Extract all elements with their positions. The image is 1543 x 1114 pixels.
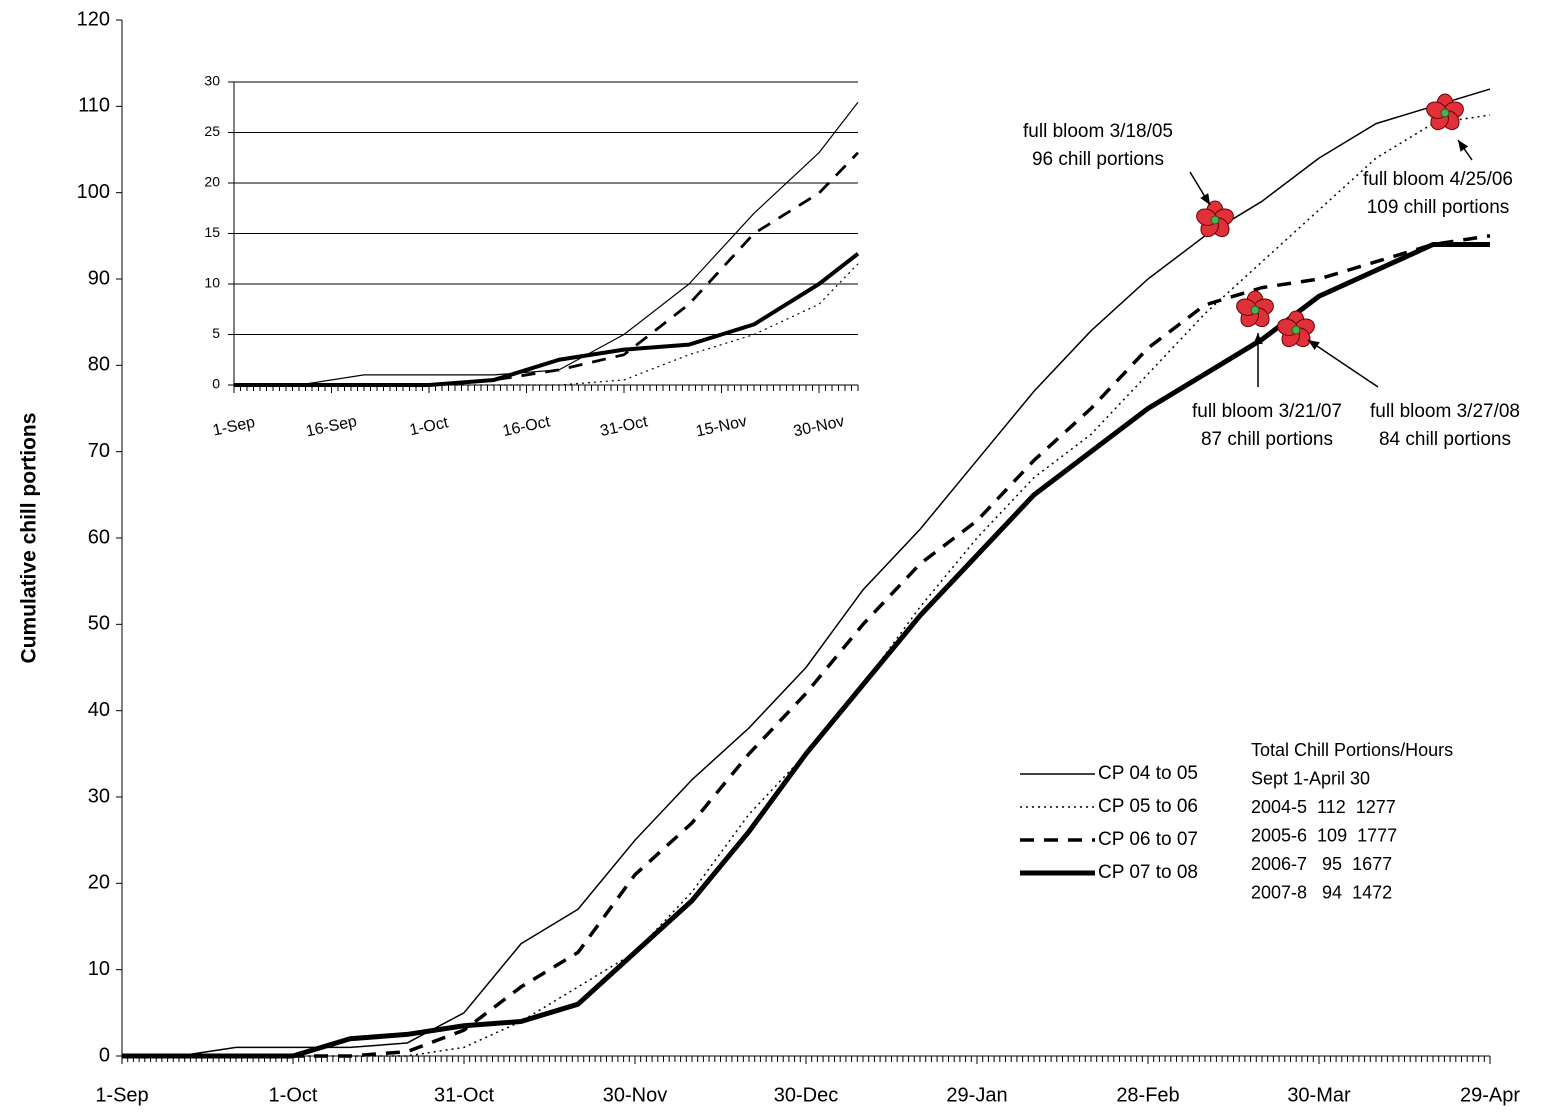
x-tick-label: 30-Nov: [603, 1084, 667, 1106]
x-tick-label: 30-Dec: [774, 1084, 838, 1106]
flower: [1236, 290, 1274, 328]
annotation: full bloom 3/27/08: [1370, 401, 1520, 422]
y-tick-label: 0: [99, 1044, 110, 1066]
x-tick-label: 28-Feb: [1116, 1084, 1179, 1106]
legend-label: CP 05 to 06: [1098, 796, 1198, 817]
series-line: [122, 88, 1491, 1057]
series-line: [122, 234, 1491, 1058]
arrow-head: [1253, 333, 1263, 345]
x-tick-label: 31-Oct: [434, 1084, 494, 1106]
annotation: 96 chill portions: [1032, 149, 1164, 170]
arrow-head: [1458, 140, 1469, 152]
y-tick-label: 5: [212, 325, 220, 341]
y-tick-label: 70: [88, 440, 110, 462]
inset-background: [174, 72, 868, 455]
x-tick-label: 30-Mar: [1287, 1084, 1351, 1106]
y-axis-label: Cumulative chill portions: [18, 413, 41, 664]
y-tick-label: 20: [88, 872, 110, 894]
arrow-head: [1200, 193, 1210, 205]
annotation: full bloom 4/25/06: [1363, 169, 1513, 190]
series-line: [234, 252, 860, 387]
x-tick-label: 1-Oct: [269, 1084, 318, 1106]
flower-center: [1291, 325, 1301, 335]
summary-text: 2005-6 109 1777: [1251, 825, 1397, 845]
series-line: [122, 241, 1490, 1059]
y-tick-label: 110: [78, 95, 110, 117]
legend-label: CP 07 to 08: [1098, 862, 1198, 883]
y-tick-label: 40: [88, 699, 110, 721]
y-tick-label: 0: [212, 376, 220, 392]
x-tick-label: 29-Jan: [946, 1084, 1007, 1106]
flower-center: [1440, 108, 1450, 118]
annotation: 87 chill portions: [1201, 429, 1333, 450]
flower: [1277, 310, 1315, 348]
summary-text: 2007-8 94 1472: [1251, 882, 1392, 902]
annotation: full bloom 3/18/05: [1023, 121, 1173, 142]
summary-text: 2004-5 112 1277: [1251, 797, 1396, 817]
y-tick-label: 15: [204, 224, 220, 240]
y-tick-label: 90: [88, 267, 110, 289]
flower-center: [1250, 305, 1260, 315]
arrow-head: [1308, 340, 1320, 351]
y-tick-label: 50: [88, 613, 110, 635]
flower-center: [1210, 215, 1220, 225]
summary-text: Total Chill Portions/Hours: [1251, 740, 1453, 760]
flower: [1196, 200, 1234, 238]
y-tick-label: 120: [77, 8, 110, 30]
y-tick-label: 80: [88, 354, 110, 376]
summary-text: Sept 1-April 30: [1251, 768, 1370, 788]
y-tick-label: 10: [204, 275, 220, 291]
flower: [1426, 93, 1464, 131]
y-tick-label: 30: [204, 73, 220, 89]
y-tick-label: 60: [88, 526, 110, 548]
legend-label: CP 06 to 07: [1098, 829, 1198, 850]
y-tick-label: 100: [77, 181, 110, 203]
y-tick-label: 10: [88, 958, 110, 980]
x-tick-label: 29-Apr: [1460, 1084, 1520, 1106]
y-tick-label: 30: [88, 785, 110, 807]
y-tick-label: 25: [204, 123, 220, 139]
annotation: 109 chill portions: [1367, 197, 1510, 218]
annotation-arrow: [1307, 339, 1379, 388]
y-tick-label: 20: [204, 174, 220, 190]
legend-label: CP 04 to 05: [1098, 763, 1198, 784]
x-tick-label: 1-Sep: [95, 1084, 148, 1106]
annotation: full bloom 3/21/07: [1192, 401, 1342, 422]
summary-text: 2006-7 95 1677: [1251, 854, 1392, 874]
annotation: 84 chill portions: [1379, 429, 1511, 450]
